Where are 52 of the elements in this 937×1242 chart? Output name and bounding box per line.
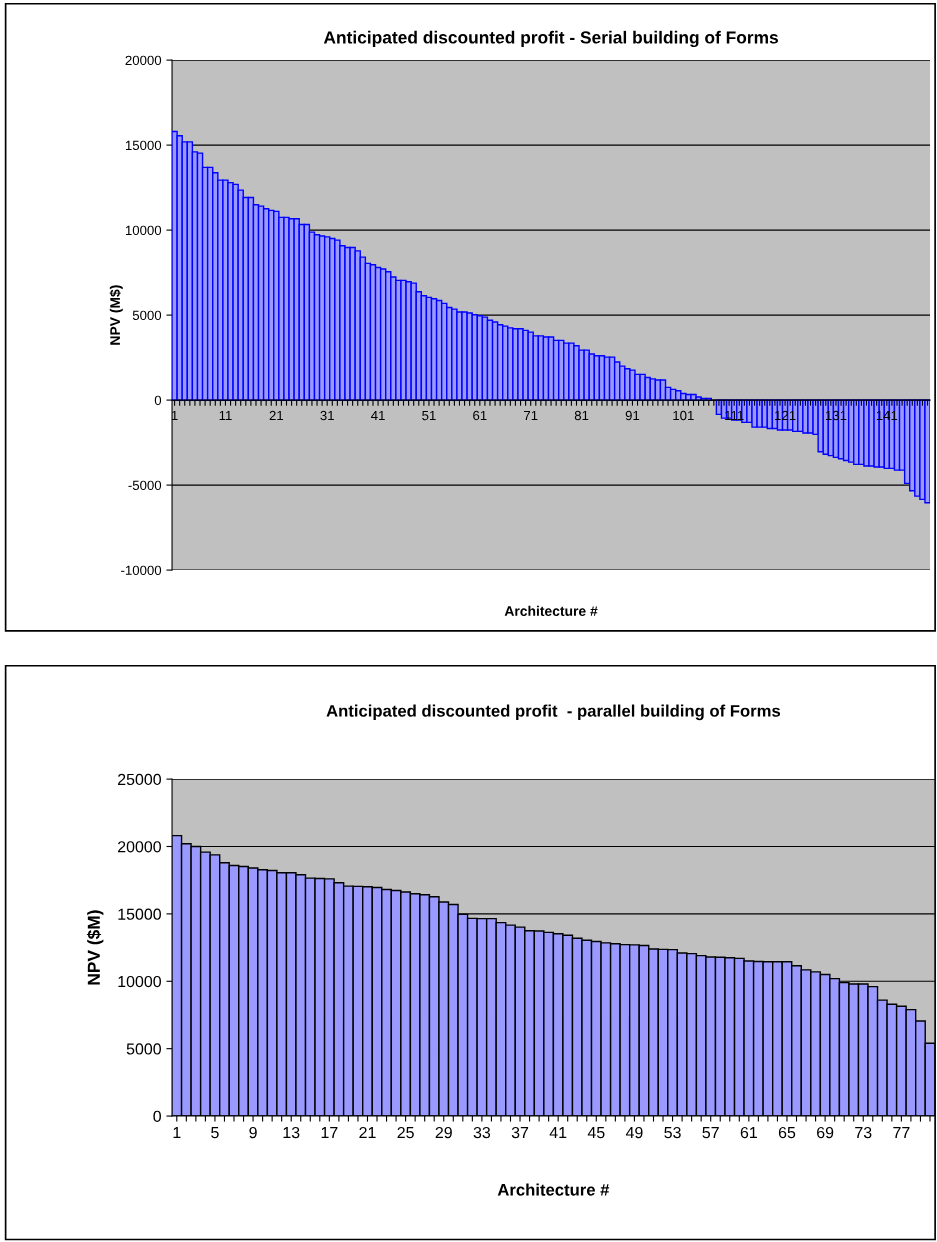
x-tick-label: 29 [435, 1126, 452, 1139]
x-tick-label: 69 [817, 1126, 834, 1139]
y-tick-label: -10000 [121, 565, 162, 575]
x-tick-label: 5 [211, 1127, 219, 1139]
x-axis-title: Architecture # [504, 605, 598, 616]
y-tick-label: 20000 [125, 55, 162, 66]
x-tick-label: 61 [740, 1126, 757, 1139]
x-tick-label: 57 [702, 1127, 719, 1139]
y-tick-label: -5000 [128, 480, 162, 490]
x-tick-label: 61 [473, 410, 487, 421]
x-tick-label: 33 [473, 1126, 491, 1139]
x-tick-label: 111 [725, 410, 744, 421]
y-tick-label: 10000 [125, 225, 162, 236]
x-tick-label: 121 [775, 410, 796, 421]
x-tick-label: 131 [825, 410, 847, 421]
x-tick-label: 101 [673, 410, 694, 421]
x-tick-label: 13 [283, 1126, 300, 1139]
x-tick-label: 71 [524, 410, 538, 421]
y-tick-label: 0 [153, 1110, 161, 1123]
x-tick-label: 81 [574, 410, 589, 421]
x-tick-label: 53 [664, 1126, 681, 1139]
x-tick-label: 49 [625, 1126, 643, 1139]
x-axis-title: Architecture # [497, 1183, 610, 1196]
x-tick-label: 51 [422, 410, 436, 421]
x-tick-label: 21 [359, 1126, 376, 1139]
y-tick-label: 20000 [118, 841, 161, 853]
chart-title: Anticipated discounted profit - parallel building of Forms [326, 704, 781, 721]
y-tick-label: 5000 [132, 310, 162, 321]
y-tick-label: 15000 [125, 140, 162, 151]
x-tick-label: 73 [855, 1126, 872, 1139]
x-tick-label: 91 [625, 410, 640, 421]
x-tick-label: 1 [173, 1127, 181, 1139]
y-tick-label: 0 [154, 395, 162, 405]
chart-title: Anticipated discounted profit - Serial building of Forms [323, 30, 778, 48]
y-tick-label: 25000 [118, 773, 161, 786]
x-tick-label: 41 [371, 410, 385, 421]
x-tick-label: 45 [587, 1127, 605, 1139]
x-tick-label: 9 [249, 1126, 257, 1139]
x-tick-label: 77 [893, 1127, 910, 1139]
x-tick-label: 17 [321, 1127, 338, 1139]
y-axis-title: NPV ($M) [86, 910, 104, 985]
x-tick-label: 25 [397, 1126, 414, 1139]
x-tick-label: 37 [511, 1126, 529, 1139]
y-tick-label: 15000 [118, 908, 161, 920]
y-tick-label: 10000 [118, 975, 161, 988]
y-tick-label: 5000 [126, 1043, 161, 1055]
x-tick-label: 31 [320, 410, 334, 421]
x-tick-label: 21 [269, 410, 284, 421]
x-tick-label: 41 [549, 1127, 567, 1139]
x-tick-label: 65 [778, 1126, 796, 1139]
x-tick-label: 11 [219, 410, 232, 421]
y-axis-title: NPV (M$) [109, 285, 123, 345]
